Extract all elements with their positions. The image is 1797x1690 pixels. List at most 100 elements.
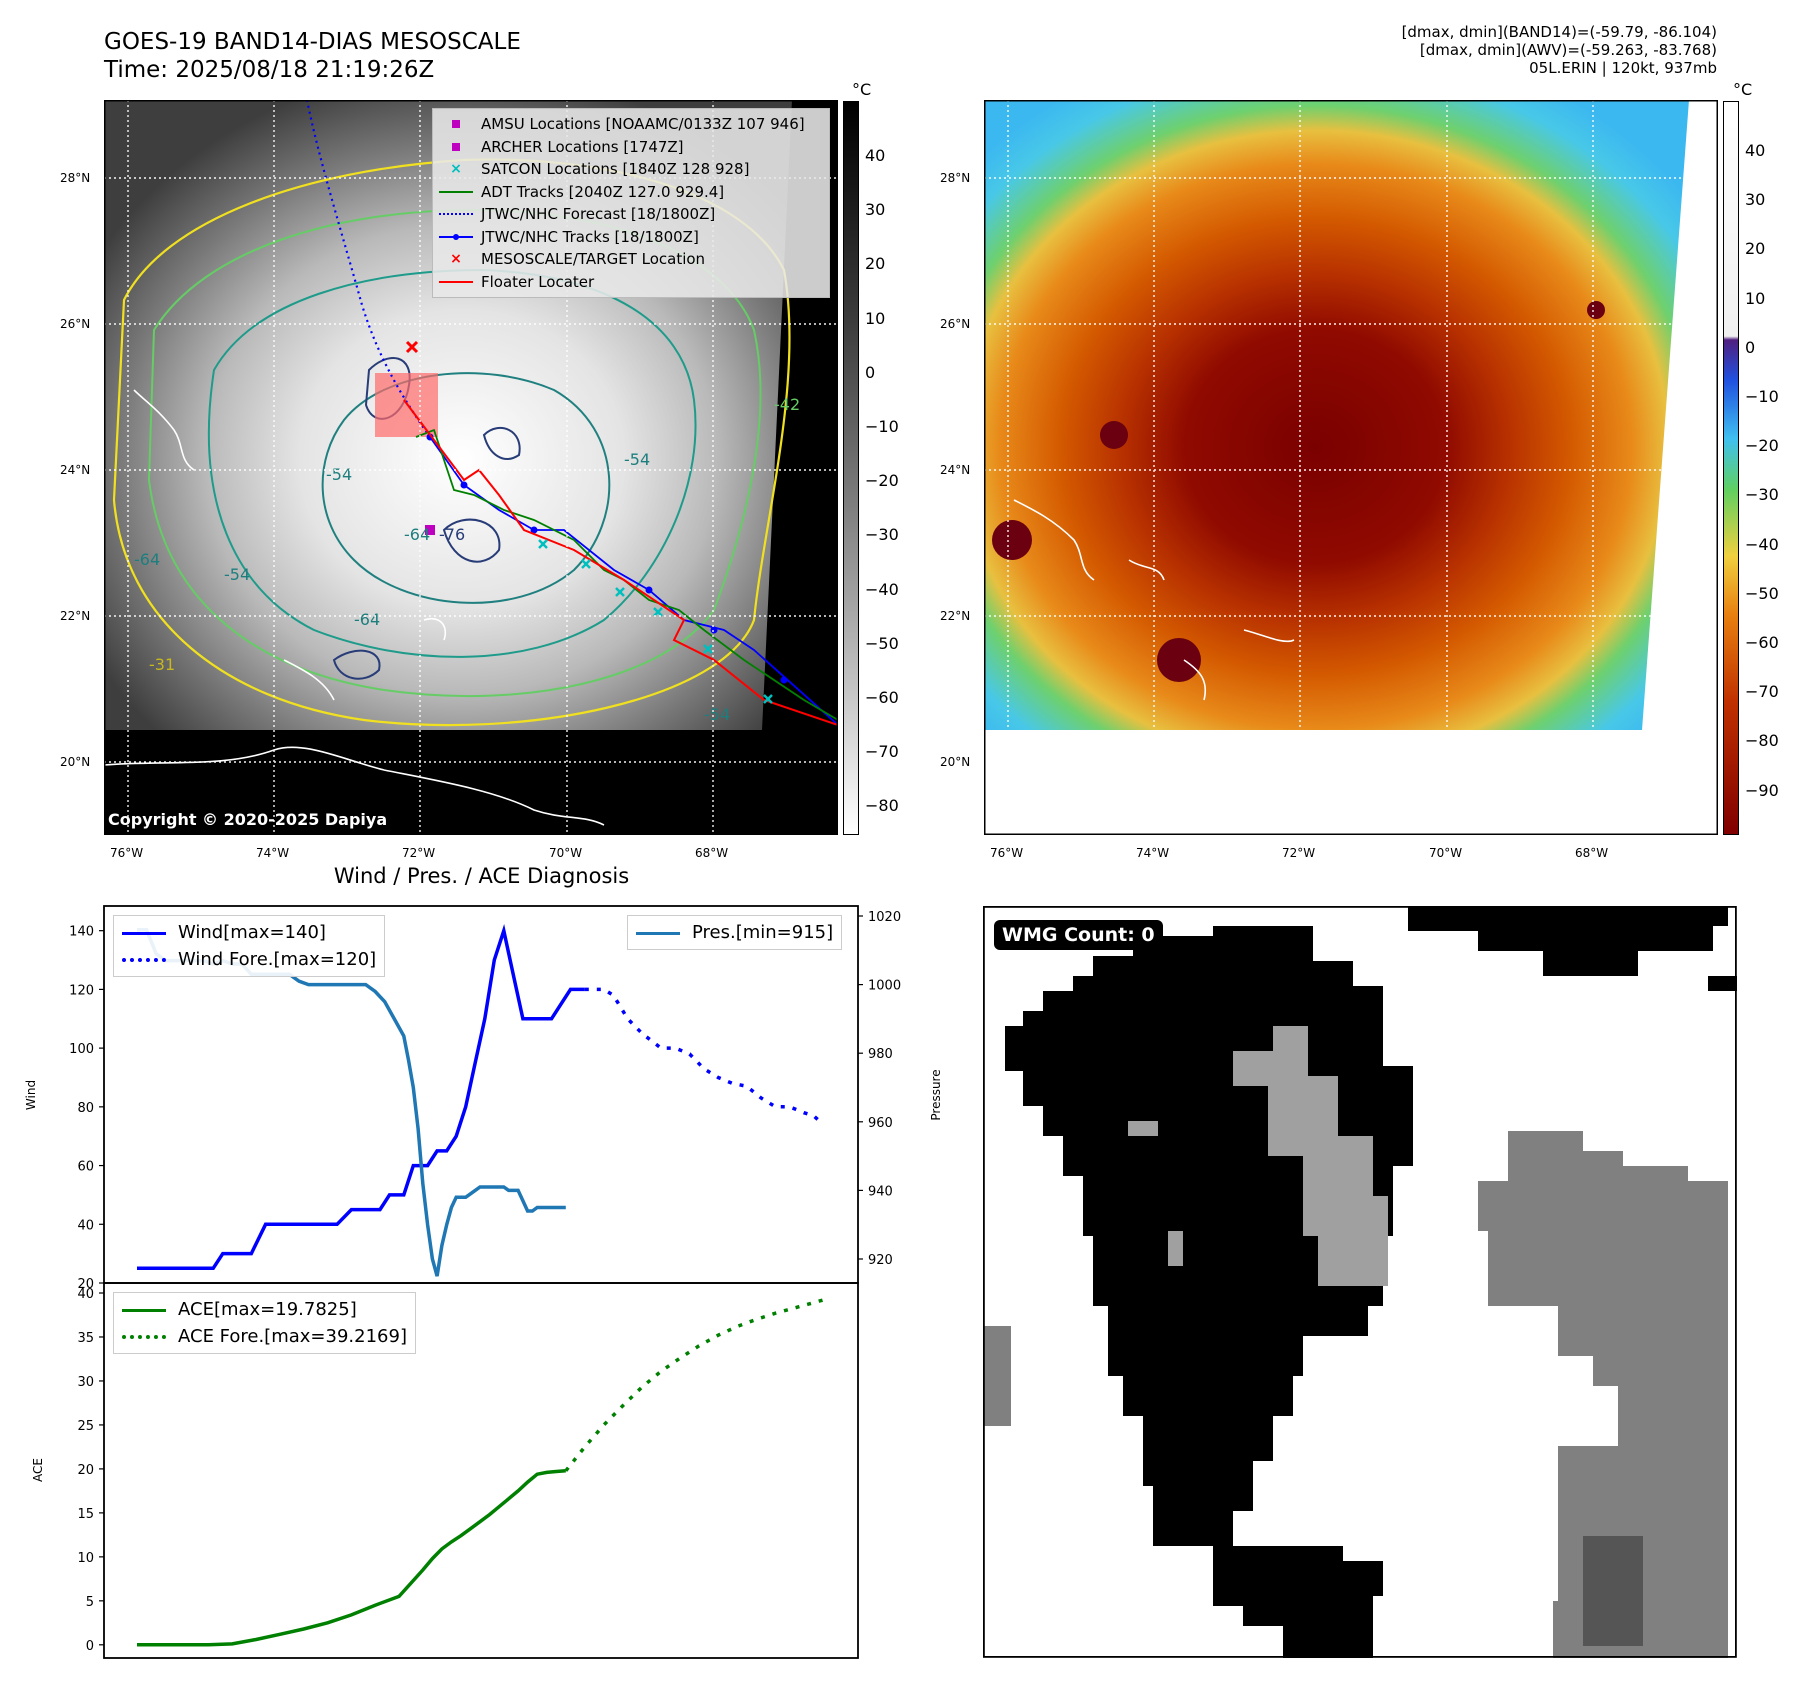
legend-entry: Wind[max=140]: [122, 919, 376, 946]
colorbar-tick-label: −60: [1745, 633, 1779, 652]
pressure-series-line: [137, 927, 566, 1277]
contour-label: -42: [774, 395, 800, 414]
legend-entry: ACE[max=19.7825]: [122, 1296, 407, 1323]
colorbar-tick-label: −60: [865, 688, 899, 707]
chart-title: GOES-19 BAND14-DIAS MESOSCALE: [104, 29, 521, 55]
axis-tick-label: 140: [69, 925, 94, 940]
info-line-band14: [dmax, dmin](BAND14)=(-59.79, -86.104): [1401, 23, 1717, 41]
colorbar-tick-label: 20: [865, 254, 886, 274]
legend-entry: Pres.[min=915]: [636, 919, 833, 946]
colorbar-tick-label: −80: [865, 796, 899, 816]
colorbar-tick-label: 40: [865, 146, 886, 165]
contour-label: -54: [704, 705, 730, 724]
legend-entry: ADT Tracks [2040Z 127.0 929.4]: [439, 181, 823, 204]
ace-forecast-series-line: [564, 1298, 824, 1472]
axis-tick-label: 120: [69, 983, 94, 998]
info-line-storm: 05L.ERIN | 120kt, 937mb: [1529, 59, 1717, 77]
ace-axes-frame: [103, 1282, 859, 1659]
pressure-legend: Pres.[min=915]: [627, 915, 843, 950]
colorbar-tick-label: −40: [865, 579, 899, 599]
legend-entry: JTWC/NHC Tracks [18/1800Z]: [439, 226, 823, 249]
contour-label: -64: [134, 550, 160, 569]
pressure-axis-label: Pressure: [929, 1069, 943, 1120]
contour-label: -64: [354, 610, 380, 629]
colorbar-tick-label: −30: [1745, 485, 1779, 505]
contour-label: -76: [439, 525, 465, 544]
legend-entry: ACE Fore.[max=39.2169]: [122, 1323, 407, 1350]
axis-tick-label: 100: [69, 1042, 94, 1057]
wind-legend: Wind[max=140] Wind Fore.[max=120]: [113, 915, 386, 977]
contour-label: -54: [624, 450, 650, 469]
axis-tick-label: 80: [77, 1101, 94, 1116]
lon-label: 74°W: [1136, 846, 1170, 860]
lon-label: 72°W: [1282, 846, 1316, 860]
contour-label: -64: [404, 525, 430, 544]
gray-colorbar: [843, 101, 859, 835]
info-block: [dmax, dmin](BAND14)=(-59.79, -86.104) […: [1402, 23, 1717, 77]
legend-entry: Floater Locater: [439, 271, 823, 294]
ace-series-line: [137, 1469, 566, 1647]
lat-label: 28°N: [60, 171, 91, 185]
contour-label: -31: [149, 655, 175, 674]
colorbar-tick-label: −10: [1745, 387, 1779, 406]
axis-tick-label: 940: [868, 1184, 893, 1199]
colorbar-tick-label: −80: [1745, 731, 1779, 751]
info-line-awv: [dmax, dmin](AWV)=(-59.263, -83.768): [1419, 41, 1717, 59]
colorbar-tick-label: −30: [865, 525, 899, 545]
lon-label: 68°W: [695, 846, 729, 860]
axis-tick-label: 960: [868, 1116, 893, 1131]
lon-label: 72°W: [402, 846, 436, 860]
lon-label: 76°W: [990, 846, 1024, 860]
axis-tick-label: 5: [86, 1595, 94, 1610]
colorbar-tick-label: 30: [1745, 190, 1766, 210]
legend-entry: × SATCON Locations [1840Z 128 928]: [450, 160, 750, 178]
wmg-panel: [983, 906, 1737, 1658]
map-legend: AMSU Locations [NOAAMC/0133Z 107 946] AR…: [432, 108, 830, 298]
diag-title: Wind / Pres. / ACE Diagnosis: [333, 864, 630, 888]
axis-tick-label: 40: [77, 1218, 94, 1233]
lat-label: 24°N: [940, 463, 971, 477]
wind-series-line: [137, 923, 585, 1271]
lon-label: 68°W: [1575, 846, 1609, 860]
axis-tick-label: 15: [77, 1507, 94, 1522]
lat-label: 22°N: [60, 609, 91, 623]
colorbar-unit: °C: [1733, 80, 1753, 99]
lat-label: 20°N: [60, 755, 91, 769]
axis-tick-label: 20: [77, 1277, 94, 1292]
colorbar-tick-label: 0: [1745, 337, 1756, 357]
colorbar-tick-label: −40: [1745, 534, 1779, 554]
lat-label: 22°N: [940, 609, 971, 623]
colorbar-tick-label: −70: [865, 742, 899, 762]
colorbar-tick-label: −20: [1745, 436, 1779, 456]
wind-forecast-series-line: [584, 987, 825, 1126]
wind-axis-label: Wind: [24, 1080, 38, 1110]
axis-tick-label: 1020: [868, 910, 901, 925]
lat-label: 28°N: [940, 171, 971, 185]
axis-tick-label: 1000: [868, 979, 901, 994]
lat-label: 26°N: [60, 317, 91, 331]
colorbar-tick-label: 40: [1745, 141, 1766, 160]
contour-label: -54: [224, 565, 250, 584]
legend-entry: Wind Fore.[max=120]: [122, 946, 376, 973]
legend-entry: ARCHER Locations [1747Z]: [439, 136, 823, 159]
axis-tick-label: 25: [77, 1419, 94, 1434]
lat-label: 20°N: [940, 755, 971, 769]
legend-entry: × MESOSCALE/TARGET Location: [450, 250, 706, 268]
color-ir-map: [984, 100, 1718, 835]
ace-axis-label: ACE: [31, 1458, 45, 1482]
colorbar-tick-label: −70: [1745, 682, 1779, 702]
colorbar-tick-label: 10: [1745, 288, 1766, 308]
colorbar-tick-label: −10: [865, 417, 899, 436]
lon-label: 70°W: [549, 846, 583, 860]
chart-time: Time: 2025/08/18 21:19:26Z: [104, 57, 435, 83]
axis-tick-label: 20: [77, 1463, 94, 1478]
axis-tick-label: 30: [77, 1375, 94, 1390]
axis-tick-label: 920: [868, 1253, 893, 1268]
colorbar-unit: °C: [852, 80, 872, 99]
axis-tick-label: 10: [77, 1551, 94, 1566]
axis-tick-label: 980: [868, 1047, 893, 1062]
colorbar-tick-label: 20: [1745, 239, 1766, 259]
axis-tick-label: 40: [77, 1287, 94, 1302]
wmg-count-badge: WMG Count: 0: [994, 920, 1163, 950]
color-colorbar: [1723, 101, 1739, 835]
